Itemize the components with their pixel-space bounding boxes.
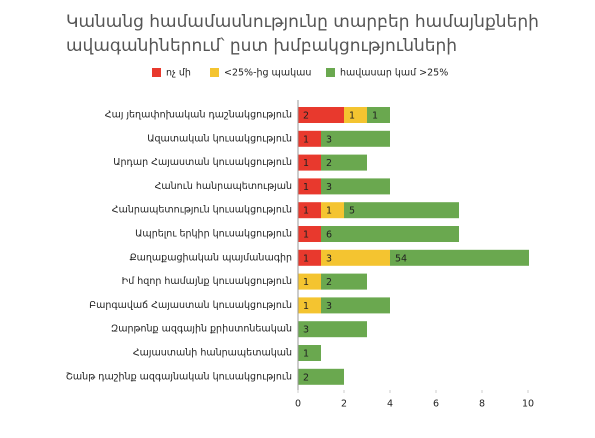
bar-segment: [321, 273, 367, 290]
bar-segment: [298, 107, 344, 123]
x-tick-label: 6: [433, 399, 439, 410]
chart-title: Կանանց համամասնությունը տարբեր համայնքնե…: [66, 12, 539, 32]
bar-segment: [298, 130, 321, 147]
data-label: 2: [303, 111, 309, 122]
bar-segment: [298, 297, 321, 314]
data-label: 5: [349, 206, 355, 217]
bar-segment: [298, 273, 321, 290]
x-tick-label: 2: [341, 399, 347, 410]
bar-segment: [321, 130, 390, 147]
bar-segment: [298, 345, 321, 361]
bar-segment: [321, 154, 367, 171]
y-tick-label: Շանթ դաշինք ազգայնական կուսակցություն: [66, 371, 292, 382]
legend-label: <25%-ից պակաս: [224, 68, 311, 79]
data-label: 3: [326, 301, 332, 312]
bar-segment: [344, 202, 459, 219]
bar-segment: [298, 154, 321, 171]
data-label: 2: [326, 277, 332, 288]
y-tick-label: Բարգավաճ Հայաստան կուսակցություն: [89, 300, 292, 311]
data-label: 1: [303, 301, 309, 312]
y-tick-label: Ազատական կուսակցություն: [147, 133, 292, 144]
y-tick-label: Հայաստանի հանրապետական: [133, 348, 292, 359]
data-label: 1: [303, 158, 309, 169]
data-label: 1: [326, 206, 332, 217]
plot-area: [298, 107, 529, 385]
data-label: 3: [326, 253, 332, 264]
data-label: 1: [303, 182, 309, 193]
data-label: 6: [326, 230, 332, 241]
data-label: 1: [303, 206, 309, 217]
y-tick-label: Արդար Հայաստան կուսակցություն: [113, 157, 292, 168]
data-label: 1: [303, 277, 309, 288]
data-label: 1: [303, 349, 309, 360]
data-label: 3: [303, 325, 309, 336]
bar-segment: [298, 321, 367, 338]
y-tick-label: Զարթոնք ազգային քրիստոնեական: [111, 324, 292, 335]
bar-segment: [321, 202, 344, 219]
data-label: 2: [326, 158, 332, 169]
data-label: 3: [326, 182, 332, 193]
legend-swatch: [326, 68, 335, 77]
y-tick-label: Հանուն հանրապետության: [155, 181, 292, 192]
bar-segment: [321, 249, 390, 266]
data-label: 2: [303, 372, 309, 383]
bar-segment: [321, 178, 390, 195]
legend-swatch: [210, 68, 219, 77]
data-label: 1: [372, 111, 378, 122]
legend-label: ոչ մի: [166, 68, 191, 79]
y-tick-label: Հայ յեղափոխական դաշնակցություն: [105, 110, 292, 121]
bar-segment: [321, 297, 390, 314]
y-tick-label: Ապրելու երկիր կուսակցություն: [135, 229, 292, 240]
chart-title: ավագանիներում՝ ըստ խմբակցությունների: [66, 36, 457, 56]
bar-segment: [298, 226, 321, 242]
data-label: 1: [349, 111, 355, 122]
x-tick-label: 0: [295, 399, 301, 410]
bar-segment: [390, 249, 529, 266]
x-tick-label: 4: [387, 399, 393, 410]
data-label: 1: [303, 134, 309, 145]
legend-swatch: [152, 68, 161, 77]
bar-segment: [298, 178, 321, 195]
x-tick-label: 10: [522, 399, 534, 410]
bar-segment: [321, 226, 459, 242]
bar-segment: [298, 202, 321, 219]
bar-segment: [298, 368, 344, 385]
data-label: 1: [303, 230, 309, 241]
data-label: 1: [303, 253, 309, 264]
y-tick-label: Քաղաքացիական պայմանագիր: [129, 252, 292, 263]
y-tick-label: Հանրապետություն կուսակցություն: [112, 205, 292, 216]
bar-segment: [344, 107, 367, 123]
bar-segment: [298, 249, 321, 266]
x-tick-label: 8: [479, 399, 485, 410]
data-label: 3: [326, 134, 332, 145]
bar-segment: [367, 107, 390, 123]
data-label: 54: [395, 253, 407, 264]
legend-label: հավասար կամ >25%: [340, 68, 448, 79]
y-tick-label: Իմ հզոր համայնք կուսակցություն: [122, 276, 292, 287]
